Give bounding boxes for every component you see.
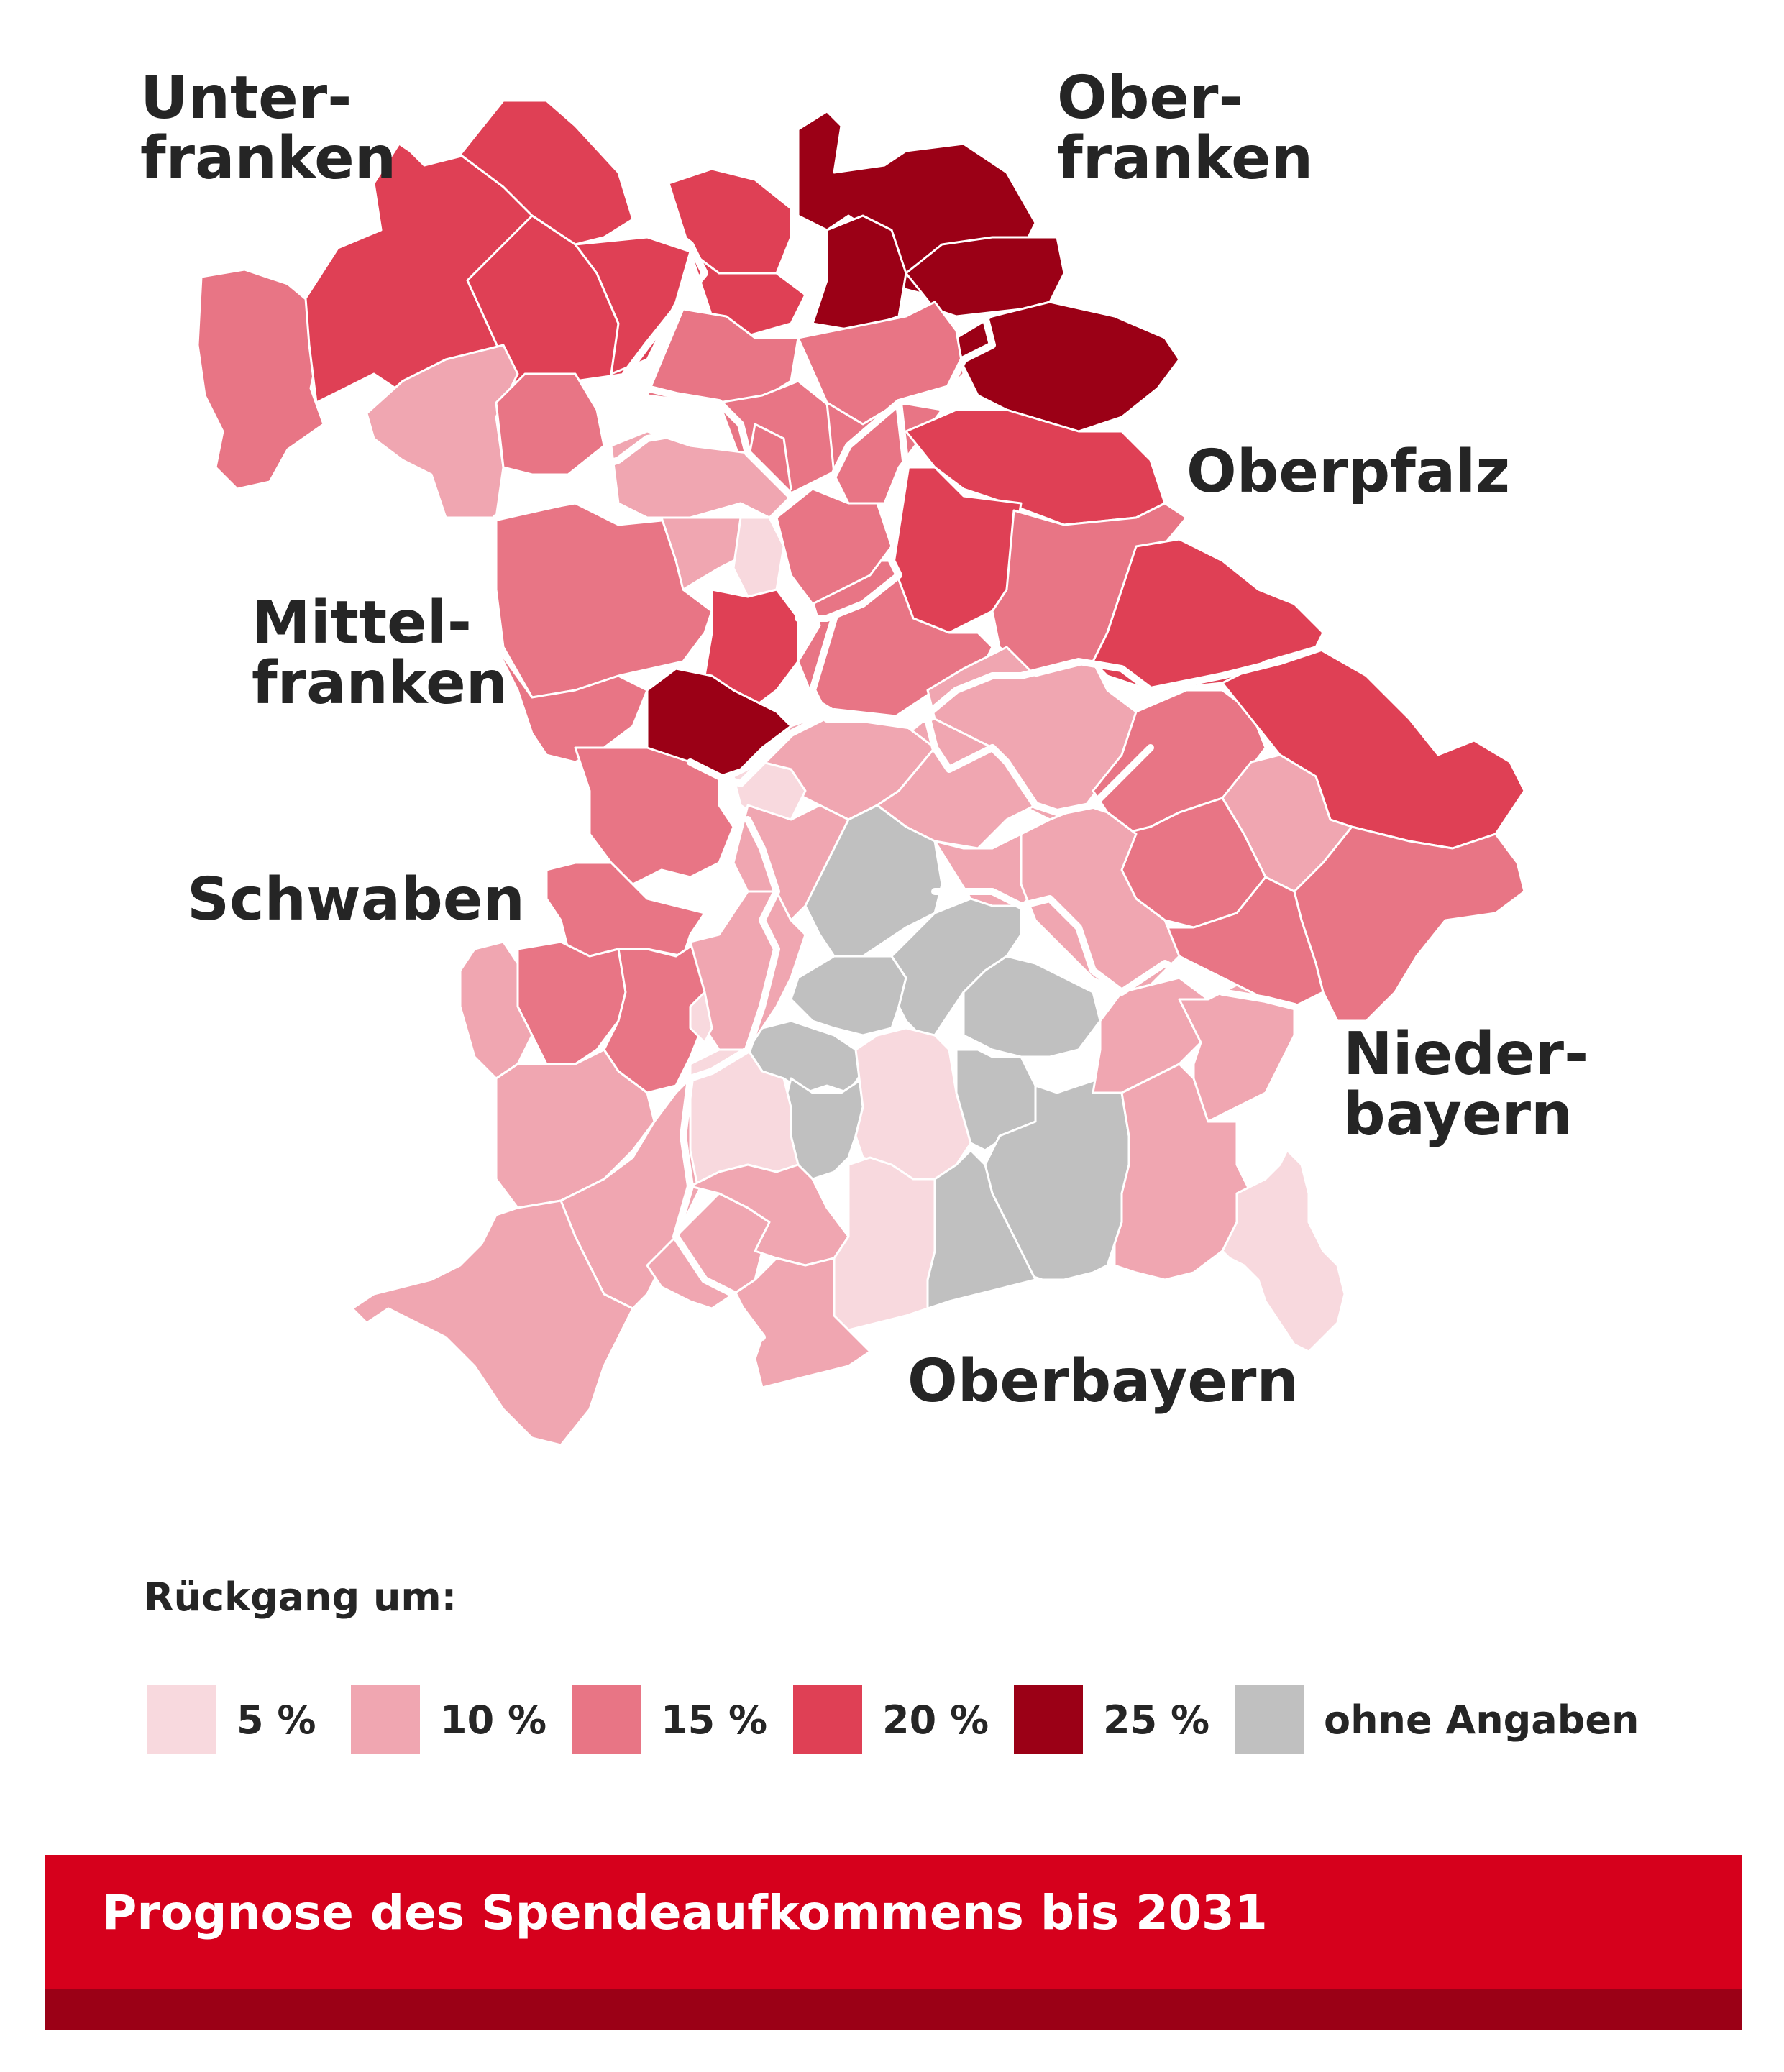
- legend-label-15: 15 %: [661, 1697, 768, 1743]
- legend-swatch-10: [351, 1685, 420, 1754]
- district-10: [646, 308, 800, 404]
- legend-item-20: 20 %: [793, 1685, 989, 1754]
- region-label-mittelfranken: Mittel- franken: [252, 589, 508, 718]
- district-40: [1293, 825, 1526, 1022]
- legend-label-25: 25 %: [1103, 1697, 1210, 1743]
- region-border-1: [622, 219, 996, 500]
- region-label-schwaben: Schwaben: [187, 866, 525, 934]
- district-25: [495, 502, 713, 699]
- district-50: [351, 1199, 634, 1447]
- district-30: [703, 588, 800, 713]
- district-71: [1178, 984, 1296, 1123]
- district-53: [689, 991, 713, 1044]
- district-12: [811, 214, 907, 332]
- region-label-oberpfalz: Oberpfalz: [1186, 438, 1510, 506]
- district-68: [833, 1156, 936, 1331]
- district-62: [854, 1027, 972, 1181]
- legend-item-10: 10 %: [351, 1685, 546, 1754]
- legend-item-25: 25 %: [1014, 1685, 1209, 1754]
- district-5: [574, 236, 692, 375]
- district-46: [603, 933, 721, 1094]
- footer-title: Prognose des Spendeaufkommens bis 2031: [102, 1885, 1268, 1940]
- district-42: [1020, 804, 1181, 994]
- region-label-oberbayern: Oberbayern: [907, 1347, 1299, 1416]
- legend-item-5: 5 %: [147, 1685, 316, 1754]
- region-border-7: [931, 888, 1327, 1024]
- district-56: [804, 804, 943, 958]
- district-58: [890, 897, 1023, 1037]
- district-43: [574, 746, 735, 886]
- region-border-6: [672, 816, 780, 1341]
- legend-label-20: 20 %: [882, 1697, 989, 1743]
- region-label-oberfranken: Ober- franken: [1057, 64, 1314, 193]
- region-border-5: [687, 708, 1154, 816]
- district-72: [1113, 1063, 1253, 1281]
- district-41: [1163, 876, 1325, 1008]
- legend-title: Rückgang um:: [144, 1574, 457, 1620]
- region-label-niederbayern: Nieder- bayern: [1343, 1020, 1589, 1149]
- legend-swatch-no-data: [1235, 1685, 1304, 1754]
- district-29: [775, 487, 893, 605]
- region-border-3: [795, 399, 910, 622]
- legend-label-5: 5 %: [237, 1697, 316, 1743]
- legend-label-no-data: ohne Angaben: [1324, 1697, 1639, 1743]
- district-28: [732, 516, 785, 598]
- district-31: [495, 646, 649, 764]
- bavaria-map: [196, 99, 1526, 1447]
- region-label-unterfranken: Unter- franken: [140, 64, 397, 193]
- legend-label-10: 10 %: [440, 1697, 547, 1743]
- legend-item-15: 15 %: [572, 1685, 767, 1754]
- district-13: [905, 236, 1066, 318]
- footer-strip: [45, 1989, 1742, 2030]
- district-59: [962, 955, 1102, 1058]
- region-border-2: [493, 428, 694, 521]
- legend-item-no-data: ohne Angaben: [1235, 1685, 1639, 1754]
- legend-swatch-5: [147, 1685, 216, 1754]
- legend-swatch-15: [572, 1685, 641, 1754]
- district-14: [955, 301, 1181, 433]
- district-44: [545, 861, 706, 958]
- legend-swatch-20: [793, 1685, 862, 1754]
- district-73: [1221, 1149, 1346, 1353]
- district-7: [495, 372, 605, 476]
- region-border-4: [809, 615, 1327, 730]
- district-57: [790, 955, 907, 1037]
- district-1: [196, 268, 325, 490]
- district-3: [459, 99, 634, 246]
- legend-swatch-25: [1014, 1685, 1083, 1754]
- footer-bar: [45, 1855, 1742, 1989]
